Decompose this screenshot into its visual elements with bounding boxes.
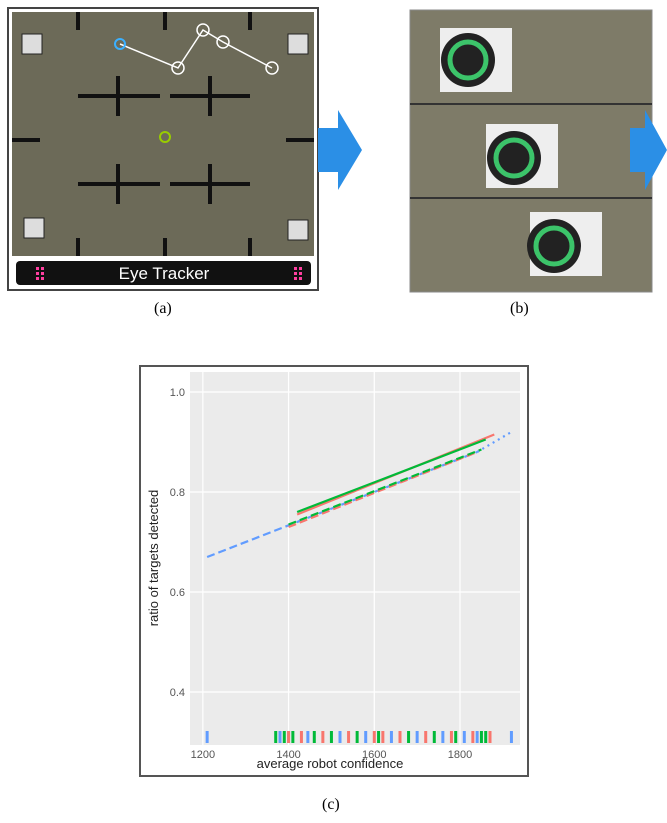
trend-line xyxy=(288,448,482,526)
robots xyxy=(21,33,309,241)
rug-tick xyxy=(377,731,381,743)
rug-tick xyxy=(274,731,278,743)
trend-line xyxy=(296,438,487,514)
y-tick-label: 0.6 xyxy=(170,587,185,599)
rug-tick xyxy=(287,731,291,743)
x-tick-label: 1400 xyxy=(276,749,300,761)
y-axis-label: ratio of targets detected xyxy=(146,490,161,627)
trend-line xyxy=(476,431,512,453)
panel-label: (a) xyxy=(154,300,172,317)
gaze-start xyxy=(114,38,126,50)
rug-tick xyxy=(306,731,310,743)
robot-frames xyxy=(440,28,602,276)
panel-a: Eye Tracker xyxy=(7,7,362,291)
caption-bar xyxy=(16,261,311,285)
caption: Eye Tracker xyxy=(119,264,210,283)
rug-tick xyxy=(355,731,359,743)
x-tick-label: 1600 xyxy=(362,749,386,761)
rug-tick xyxy=(407,731,411,743)
rug-tick xyxy=(347,731,351,743)
y-tick-label: 0.8 xyxy=(170,487,185,499)
rug-tick xyxy=(338,731,342,743)
rug-tick xyxy=(329,731,333,743)
gaze-points xyxy=(171,23,279,75)
rug-tick xyxy=(278,731,282,743)
arrow xyxy=(630,110,667,190)
gaze-current xyxy=(159,131,171,143)
rug-tick xyxy=(381,731,385,743)
rug-tick xyxy=(488,731,492,743)
rug-tick xyxy=(462,731,466,743)
rug-tick xyxy=(509,731,513,743)
rug-tick xyxy=(372,731,376,743)
rug-tick xyxy=(424,731,428,743)
arena-photo xyxy=(12,12,314,256)
rug-tick xyxy=(312,731,316,743)
plot-area xyxy=(190,372,520,745)
rug-tick xyxy=(398,731,402,743)
caption-icons xyxy=(36,267,302,280)
rug-tick xyxy=(475,731,479,743)
rug-tick xyxy=(484,731,488,743)
rug-tick xyxy=(299,731,303,743)
rug-tick xyxy=(432,731,436,743)
rug-tick xyxy=(471,731,475,743)
x-tick-label: 1200 xyxy=(191,749,215,761)
rug-tick xyxy=(454,731,458,743)
rug-tick xyxy=(441,731,445,743)
rug-tick xyxy=(321,731,325,743)
rug-tick xyxy=(449,731,453,743)
trend-line xyxy=(206,450,478,559)
x-axis-label: average robot confidence xyxy=(257,756,404,771)
floor-marks xyxy=(12,12,314,256)
rug-tick xyxy=(205,731,209,743)
panel-label: (b) xyxy=(510,300,529,317)
rug-tick xyxy=(282,731,286,743)
rug-tick xyxy=(389,731,393,743)
gaze-path xyxy=(119,28,273,69)
y-tick-label: 0.4 xyxy=(170,687,185,699)
y-tick-label: 1.0 xyxy=(170,387,185,399)
x-tick-label: 1800 xyxy=(448,749,472,761)
panel-b xyxy=(409,9,667,293)
arrow xyxy=(318,110,362,190)
chart: 0.4 0.6 0.8 1.0 1200 1400 1600 1800 xyxy=(170,372,520,761)
panel-label: (c) xyxy=(322,796,340,813)
rug-tick xyxy=(479,731,483,743)
rug-tick xyxy=(364,731,368,743)
rug-tick xyxy=(415,731,419,743)
rug-tick xyxy=(291,731,295,743)
